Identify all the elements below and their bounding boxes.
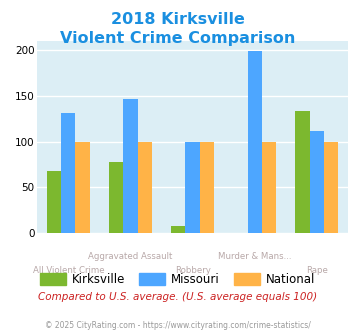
Bar bbox=[324, 142, 338, 233]
Text: Murder & Mans...: Murder & Mans... bbox=[218, 252, 291, 261]
Text: Violent Crime Comparison: Violent Crime Comparison bbox=[60, 31, 295, 46]
Bar bbox=[109, 162, 123, 233]
Bar bbox=[61, 113, 76, 233]
Text: Robbery: Robbery bbox=[175, 266, 211, 275]
Text: All Violent Crime: All Violent Crime bbox=[33, 266, 104, 275]
Bar bbox=[171, 226, 185, 233]
Bar bbox=[47, 171, 61, 233]
Bar bbox=[76, 142, 90, 233]
Bar bbox=[200, 142, 214, 233]
Bar bbox=[123, 99, 138, 233]
Text: Compared to U.S. average. (U.S. average equals 100): Compared to U.S. average. (U.S. average … bbox=[38, 292, 317, 302]
Bar bbox=[138, 142, 152, 233]
Bar bbox=[262, 142, 276, 233]
Legend: Kirksville, Missouri, National: Kirksville, Missouri, National bbox=[35, 268, 320, 291]
Text: Rape: Rape bbox=[306, 266, 328, 275]
Text: © 2025 CityRating.com - https://www.cityrating.com/crime-statistics/: © 2025 CityRating.com - https://www.city… bbox=[45, 321, 310, 330]
Bar bbox=[295, 112, 310, 233]
Text: 2018 Kirksville: 2018 Kirksville bbox=[110, 12, 245, 26]
Text: Aggravated Assault: Aggravated Assault bbox=[88, 252, 173, 261]
Bar bbox=[185, 142, 200, 233]
Bar bbox=[310, 131, 324, 233]
Bar bbox=[247, 51, 262, 233]
